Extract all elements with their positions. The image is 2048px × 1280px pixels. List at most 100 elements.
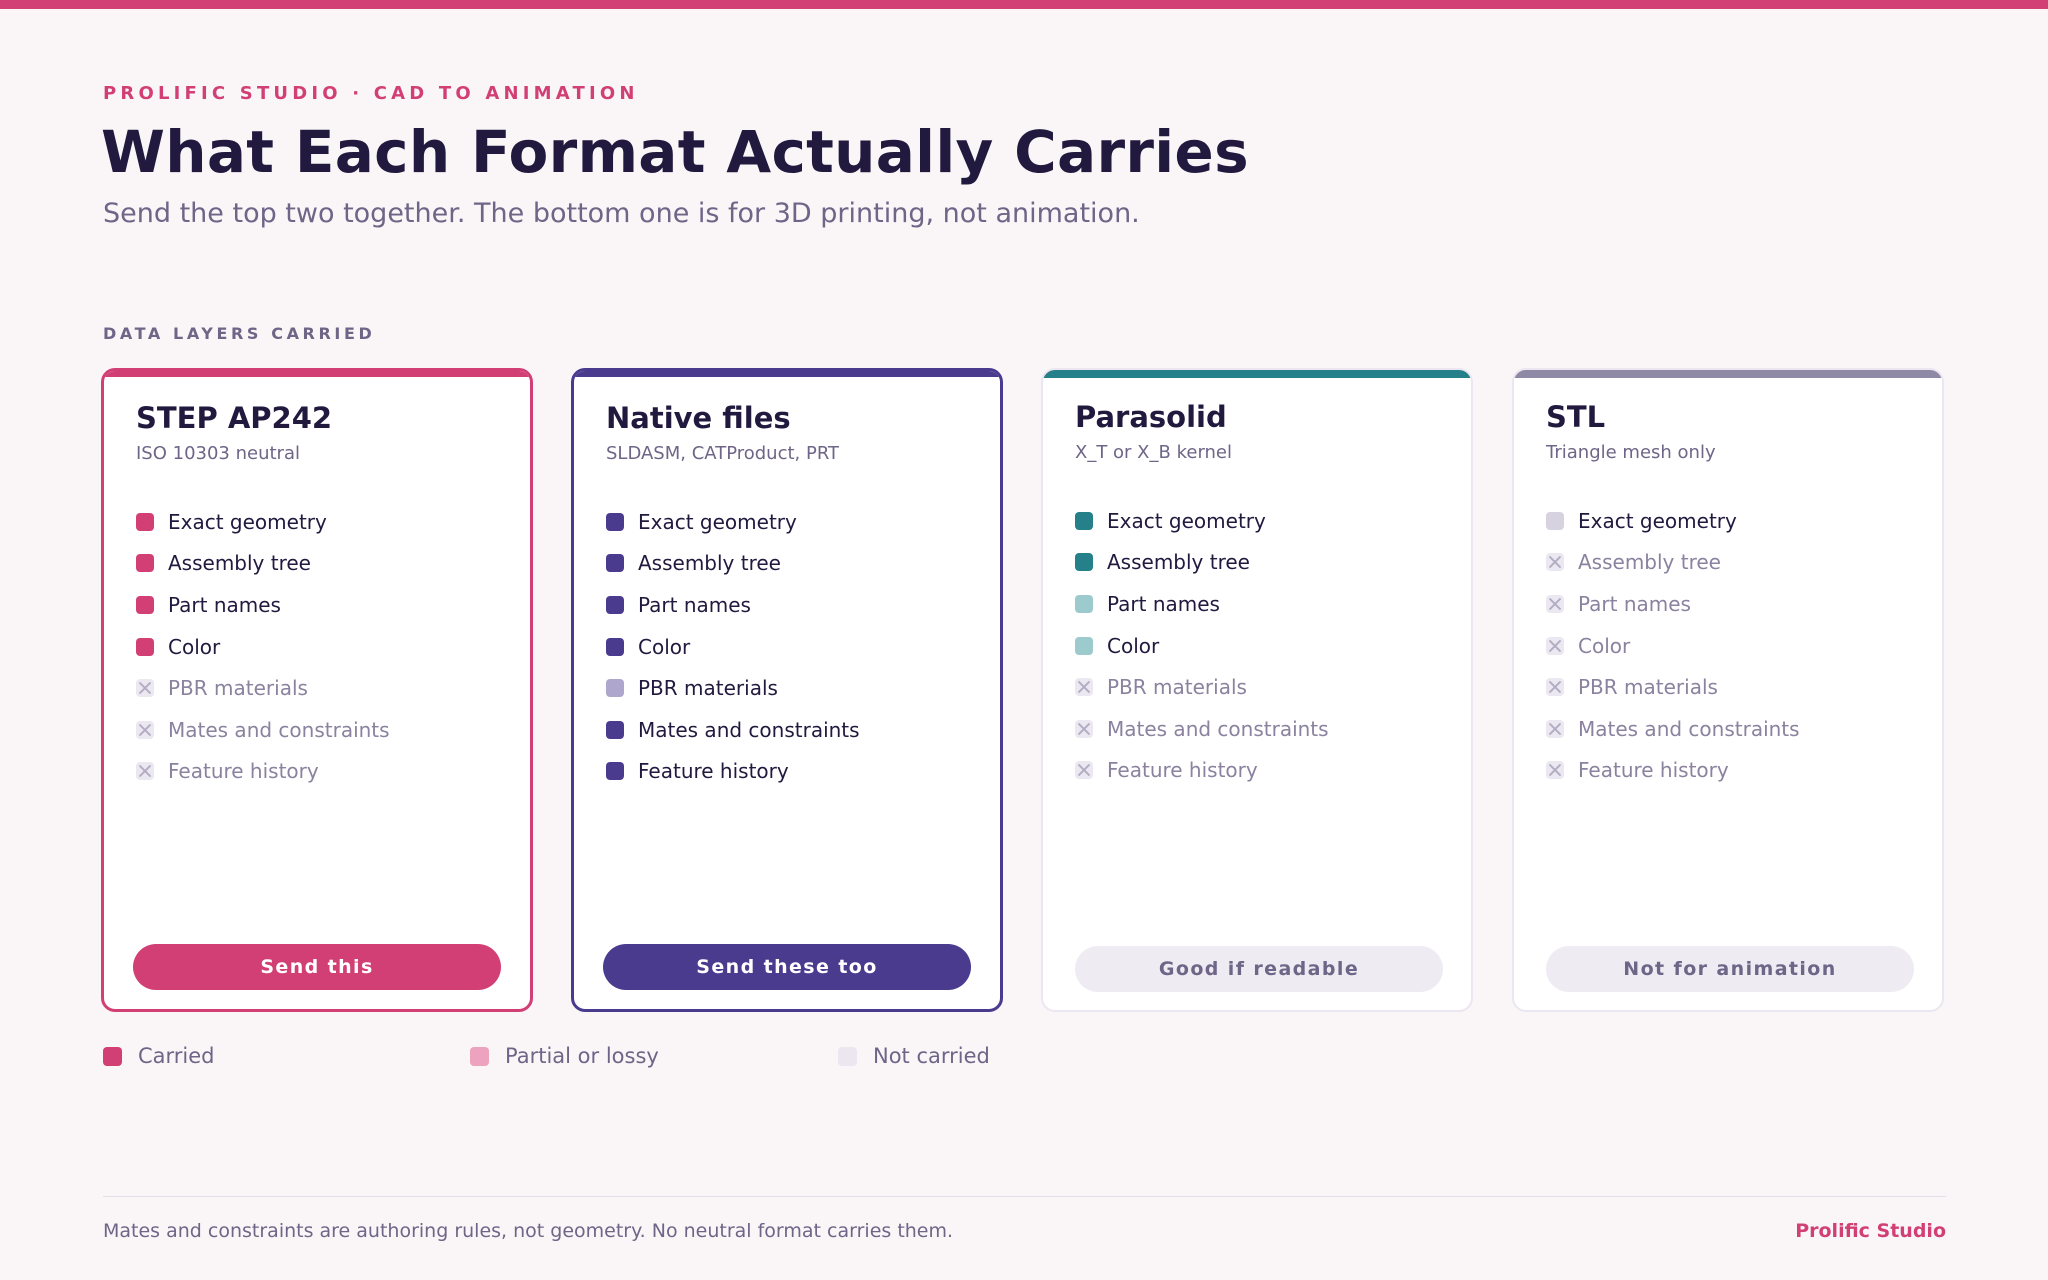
feature-item: Part names (1075, 583, 1329, 625)
feature-label: Assembly tree (638, 551, 781, 576)
feature-label: Exact geometry (1107, 508, 1266, 533)
feature-label: Feature history (638, 759, 789, 784)
feature-label: Mates and constraints (1578, 716, 1800, 741)
feature-item: Exact geometry (606, 501, 860, 543)
feature-item: PBR materials (1075, 666, 1329, 708)
feature-item: Assembly tree (606, 543, 860, 585)
legend-swatch-icon (103, 1046, 122, 1066)
partial-swatch-icon (606, 679, 624, 698)
feature-label: Feature history (1107, 758, 1258, 783)
feature-item: PBR materials (1546, 666, 1800, 708)
not-carried-icon (1075, 761, 1093, 780)
card-action-button[interactable]: Send this (133, 944, 501, 990)
carried-swatch-icon (606, 637, 624, 656)
footer-brand: Prolific Studio (1795, 1220, 1946, 1242)
card-subtitle: ISO 10303 neutral (136, 443, 300, 464)
card-subtitle: X_T or X_B kernel (1075, 442, 1233, 463)
feature-label: Assembly tree (168, 551, 311, 576)
card-action-button[interactable]: Good if readable (1075, 946, 1443, 992)
format-card: Parasolid X_T or X_B kernel Exact geometry… (1041, 368, 1473, 1012)
feature-label: PBR materials (638, 676, 778, 701)
card-title: STEP AP242 (136, 401, 333, 435)
feature-label: Exact geometry (1578, 508, 1737, 533)
carried-swatch-icon (606, 554, 624, 573)
not-carried-icon (136, 679, 154, 698)
format-card: STL Triangle mesh only Exact geometry Assem… (1512, 368, 1944, 1012)
feature-label: PBR materials (168, 676, 308, 701)
feature-item: Color (1075, 625, 1329, 667)
not-carried-icon (136, 762, 154, 781)
feature-label: Exact geometry (638, 509, 797, 534)
feature-item: Color (606, 626, 860, 668)
feature-item: PBR materials (136, 667, 390, 709)
card-title: STL (1546, 400, 1606, 434)
carried-swatch-icon (136, 637, 154, 656)
card-title: Parasolid (1075, 400, 1227, 434)
footer-divider (103, 1196, 1946, 1197)
feature-list: Exact geometry Assembly tree Part names Col… (136, 501, 390, 792)
feature-item: PBR materials (606, 667, 860, 709)
card-action-button[interactable]: Not for animation (1546, 946, 1914, 992)
feature-item: Feature history (1075, 750, 1329, 792)
carried-swatch-icon (136, 595, 154, 614)
feature-label: Mates and constraints (638, 717, 860, 742)
not-carried-icon (1546, 636, 1564, 655)
footer-note: Mates and constraints are authoring rule… (103, 1220, 954, 1242)
card-title: Native files (606, 401, 791, 435)
legend: Carried Partial or lossy Not carried (103, 1044, 1203, 1070)
card-accent-bar (104, 371, 530, 377)
page-subtitle: Send the top two together. The bottom on… (103, 198, 1140, 229)
legend-item: Carried (103, 1044, 215, 1068)
feature-item: Part names (606, 584, 860, 626)
legend-item: Partial or lossy (470, 1044, 659, 1068)
feature-label: PBR materials (1578, 675, 1718, 700)
feature-label: Color (1578, 633, 1631, 658)
carried-swatch-icon (1075, 553, 1093, 572)
feature-label: Color (1107, 633, 1160, 658)
not-carried-icon (1075, 678, 1093, 697)
legend-swatch-icon (838, 1046, 857, 1066)
not-carried-icon (136, 720, 154, 739)
not-carried-icon (1546, 553, 1564, 572)
not-carried-icon (1546, 678, 1564, 697)
carried-swatch-icon (606, 512, 624, 531)
card-subtitle: Triangle mesh only (1546, 442, 1716, 463)
feature-item: Exact geometry (136, 501, 390, 543)
feature-item: Mates and constraints (1546, 708, 1800, 750)
top-accent-bar (0, 0, 2048, 9)
carried-swatch-icon (606, 595, 624, 614)
legend-label: Partial or lossy (505, 1044, 659, 1068)
legend-item: Not carried (838, 1044, 990, 1068)
feature-list: Exact geometry Assembly tree Part names Col… (606, 501, 860, 792)
feature-label: Part names (168, 592, 281, 617)
feature-label: Part names (638, 592, 751, 617)
section-label: DATA LAYERS CARRIED (103, 324, 376, 343)
feature-label: Mates and constraints (1107, 716, 1329, 741)
feature-item: Mates and constraints (606, 709, 860, 751)
not-carried-icon (1546, 719, 1564, 738)
feature-label: Mates and constraints (168, 717, 390, 742)
feature-list: Exact geometry Assembly tree Part names Col… (1075, 500, 1329, 791)
not-carried-icon (1546, 761, 1564, 780)
feature-label: Part names (1578, 591, 1691, 616)
not-carried-icon (1075, 719, 1093, 738)
feature-item: Color (1546, 625, 1800, 667)
format-card: STEP AP242 ISO 10303 neutral Exact geometr… (101, 368, 533, 1012)
carried-swatch-icon (136, 554, 154, 573)
page-title: What Each Format Actually Carries (101, 118, 1249, 186)
feature-label: PBR materials (1107, 675, 1247, 700)
card-accent-bar (1514, 370, 1942, 378)
legend-label: Not carried (873, 1044, 990, 1068)
carried-swatch-icon (606, 720, 624, 739)
partial-swatch-icon (1546, 511, 1564, 530)
card-accent-bar (1043, 370, 1471, 378)
feature-label: Color (168, 634, 221, 659)
card-accent-bar (574, 371, 1000, 377)
feature-item: Part names (1546, 583, 1800, 625)
feature-label: Part names (1107, 591, 1220, 616)
eyebrow: PROLIFIC STUDIO · CAD TO ANIMATION (103, 83, 639, 104)
card-action-button[interactable]: Send these too (603, 944, 971, 990)
feature-label: Feature history (1578, 758, 1729, 783)
legend-swatch-icon (470, 1046, 489, 1066)
card-subtitle: SLDASM, CATProduct, PRT (606, 443, 840, 464)
